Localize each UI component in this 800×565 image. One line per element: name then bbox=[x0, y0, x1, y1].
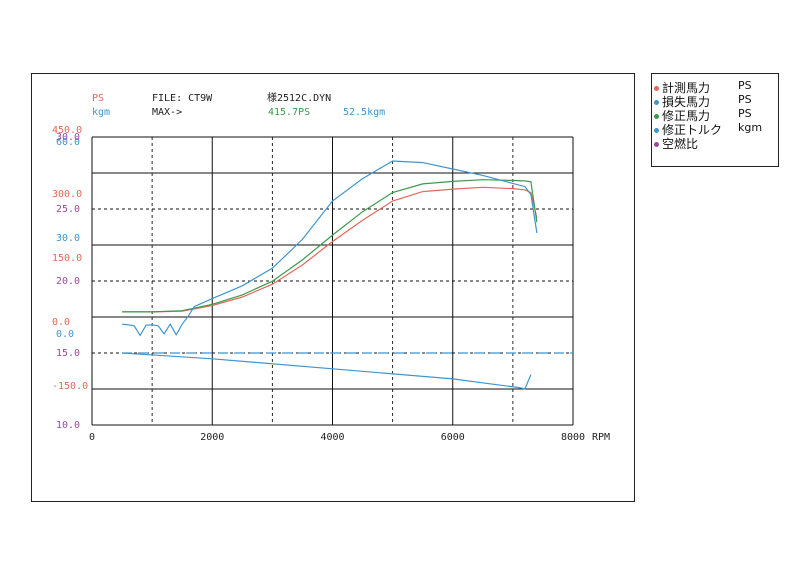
legend: 計測馬力 PS 損失馬力 PS 修正馬力 PS 修正トルク kgm 空燃比 bbox=[651, 73, 779, 167]
max-label: MAX-> bbox=[152, 107, 182, 118]
dyn-label: 様2512C.DYN bbox=[267, 91, 331, 104]
max-ps-value: 415.7PS bbox=[268, 107, 310, 118]
legend-unit: kgm bbox=[738, 121, 763, 134]
legend-label: 修正トルク bbox=[662, 123, 723, 137]
kgm-tick-label: 30.0 bbox=[56, 233, 80, 244]
afr-tick-label: 10.0 bbox=[56, 420, 80, 431]
kgm-tick-label: 0.0 bbox=[56, 329, 74, 340]
series-line-afr bbox=[122, 352, 532, 390]
x-tick-label: 6000 bbox=[441, 432, 465, 443]
legend-item-corrected-torque: 修正トルク kgm bbox=[654, 121, 762, 137]
x-tick-label: 8000 bbox=[561, 432, 585, 443]
legend-unit: PS bbox=[738, 93, 752, 106]
chart-frame bbox=[31, 73, 635, 502]
legend-dot bbox=[654, 86, 659, 91]
legend-dot bbox=[654, 128, 659, 133]
legend-unit: PS bbox=[738, 107, 752, 120]
ps-tick-label: 300.0 bbox=[52, 189, 82, 200]
ps-tick-label: 150.0 bbox=[52, 253, 82, 264]
axes-layer: 0 2000 4000 6000 8000 450.0 300.0 150.0 0.0 -150.… bbox=[52, 125, 585, 443]
ps-unit-label: PS bbox=[92, 93, 104, 104]
file-label: FILE: CT9W bbox=[152, 93, 213, 104]
legend-dot bbox=[654, 100, 659, 105]
series-line-ps bbox=[122, 179, 538, 313]
x-tick-label: 2000 bbox=[200, 432, 224, 443]
legend-item-loss-ps: 損失馬力 PS bbox=[654, 93, 752, 109]
ps-tick-label: 450.0 bbox=[52, 125, 82, 136]
afr-tick-label: 15.0 bbox=[56, 348, 80, 359]
ps-tick-label: 0.0 bbox=[52, 317, 70, 328]
legend-label: 修正馬力 bbox=[662, 109, 711, 123]
series-layer bbox=[122, 160, 573, 390]
afr-tick-label: 20.0 bbox=[56, 276, 80, 287]
legend-label: 空燃比 bbox=[662, 137, 699, 151]
legend-item-corrected-ps: 修正馬力 PS bbox=[654, 107, 752, 123]
kgm-tick-label: 60.0 bbox=[56, 137, 80, 148]
series-line-torque bbox=[122, 160, 538, 337]
ps-tick-label: -150.0 bbox=[52, 381, 88, 392]
legend-unit: PS bbox=[738, 79, 752, 92]
x-tick-label: 4000 bbox=[320, 432, 344, 443]
grid bbox=[91, 136, 574, 426]
legend-label: 損失馬力 bbox=[662, 95, 711, 109]
max-kgm-value: 52.5kgm bbox=[343, 107, 385, 118]
afr-tick-label: 30.0 bbox=[56, 132, 80, 143]
legend-label: 計測馬力 bbox=[662, 81, 711, 95]
x-tick-label: 0 bbox=[89, 432, 95, 443]
kgm-unit-label: kgm bbox=[92, 107, 110, 118]
legend-dot bbox=[654, 142, 659, 147]
series-line-ps bbox=[122, 186, 538, 313]
legend-item-measured-ps: 計測馬力 PS bbox=[654, 79, 752, 95]
x-axis-label: RPM bbox=[592, 432, 610, 443]
legend-item-afr: 空燃比 bbox=[654, 135, 699, 151]
afr-tick-label: 25.0 bbox=[56, 204, 80, 215]
legend-dot bbox=[654, 114, 659, 119]
